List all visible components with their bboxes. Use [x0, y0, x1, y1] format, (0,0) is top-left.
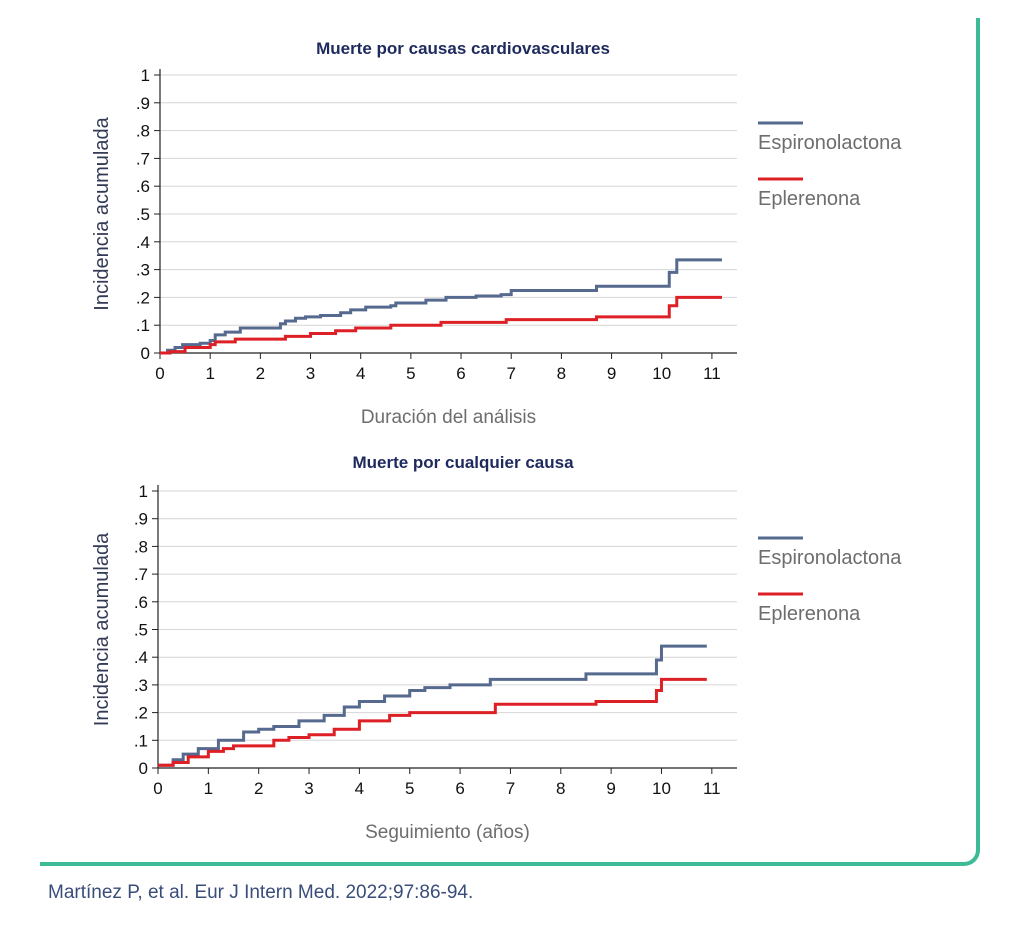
legend-label-eplerenona: Eplerenona [758, 188, 861, 210]
x-tick-label: 7 [506, 364, 515, 383]
x-tick-label: 2 [254, 779, 263, 798]
x-axis-label: Duración del análisis [361, 407, 536, 428]
y-tick-label: .8 [134, 537, 148, 556]
x-tick-label: 11 [703, 779, 721, 798]
figure-frame [40, 18, 980, 866]
x-tick-label: 8 [556, 779, 565, 798]
y-tick-label: .5 [136, 205, 150, 224]
x-tick-label: 0 [155, 364, 164, 383]
y-axis-label: Incidencia acumulada [91, 532, 113, 726]
x-tick-label: 9 [606, 779, 615, 798]
x-tick-label: 9 [607, 364, 616, 383]
y-tick-label: .8 [136, 122, 150, 141]
chart-title: Muerte por cualquier causa [352, 453, 574, 472]
x-tick-label: 11 [703, 364, 721, 383]
legend-label-eplerenona: Eplerenona [758, 603, 861, 625]
y-tick-label: .6 [136, 177, 150, 196]
x-tick-label: 0 [153, 779, 162, 798]
y-tick-label: .7 [136, 149, 150, 168]
chart-title: Muerte por causas cardiovasculares [316, 39, 610, 58]
y-tick-label: .4 [134, 648, 148, 667]
y-axis-label: Incidencia acumulada [91, 116, 113, 310]
series-line-espironolactona [160, 258, 722, 355]
series-line-espironolactona [158, 644, 707, 767]
y-tick-label: .6 [134, 593, 148, 612]
x-tick-label: 4 [355, 779, 364, 798]
legend-label-espironolactona: Espironolactona [758, 132, 902, 154]
y-tick-label: 1 [139, 482, 148, 501]
x-tick-label: 2 [256, 364, 265, 383]
y-tick-label: .5 [134, 621, 148, 640]
chart-cardiovascular-death: Muerte por causas cardiovasculares 0 .1 .2.… [91, 39, 902, 428]
x-tick-label: 1 [204, 779, 213, 798]
x-tick-label: 3 [306, 364, 315, 383]
legend-label-espironolactona: Espironolactona [758, 547, 902, 569]
x-tick-label: 7 [506, 779, 515, 798]
y-tick-label: .3 [136, 261, 150, 280]
y-tick-label: 0 [139, 759, 148, 778]
y-tick-label: .4 [136, 233, 150, 252]
x-tick-label: 10 [652, 779, 671, 798]
y-tick-label: .1 [134, 731, 148, 750]
x-tick-label: 3 [304, 779, 313, 798]
y-tick-label: .7 [134, 565, 148, 584]
chart-all-cause-death: Muerte por cualquier causa 0 .1 .2 .3 .4 .5 .6.… [91, 453, 902, 843]
x-tick-label: 5 [406, 364, 415, 383]
y-tick-label: .9 [136, 94, 150, 113]
x-tick-label: 6 [455, 779, 464, 798]
citation: Martínez P, et al. Eur J Intern Med. 202… [48, 882, 474, 903]
y-tick-label: .2 [136, 288, 150, 307]
x-tick-label: 8 [557, 364, 566, 383]
x-tick-label: 10 [652, 364, 671, 383]
y-tick-label: .1 [136, 316, 150, 335]
x-tick-label: 4 [356, 364, 365, 383]
y-tick-label: .9 [134, 510, 148, 529]
y-tick-label: 0 [141, 344, 150, 363]
y-tick-label: 1 [141, 66, 150, 85]
y-tick-label: .3 [134, 676, 148, 695]
x-tick-label: 5 [405, 779, 414, 798]
y-tick-label: .2 [134, 704, 148, 723]
series-line-eplerenona [160, 295, 722, 355]
x-axis-label: Seguimiento (años) [365, 822, 530, 843]
series-line-eplerenona [158, 677, 707, 767]
x-tick-label: 1 [205, 364, 214, 383]
x-tick-label: 6 [456, 364, 465, 383]
